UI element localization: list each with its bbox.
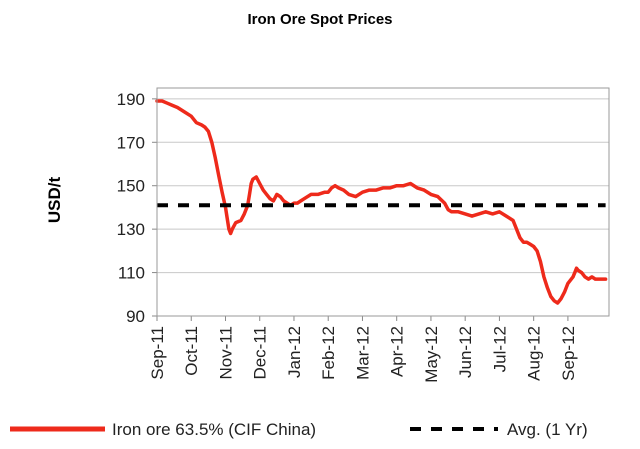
y-tick-label: 170 — [117, 133, 145, 152]
y-tick-label: 90 — [126, 307, 145, 326]
y-tick-label: 130 — [117, 220, 145, 239]
x-tick-label: Sep-11 — [148, 326, 167, 380]
x-tick-label: Feb-12 — [319, 326, 338, 380]
x-tick-label: Nov-11 — [216, 326, 235, 380]
plot-area-frame — [156, 87, 610, 317]
series-line-iron-ore — [155, 99, 608, 305]
y-tick-label: 110 — [118, 264, 145, 283]
x-tick-label: May-12 — [422, 326, 441, 383]
x-tick-label: Aug-12 — [525, 326, 544, 381]
y-axis-label: USD/t — [45, 177, 64, 224]
chart-title: Iron Ore Spot Prices — [247, 11, 392, 28]
legend-label-iron-ore: Iron ore 63.5% (CIF China) — [112, 420, 316, 439]
y-tick-label: 190 — [117, 90, 145, 109]
x-tick-label: Sep-12 — [559, 326, 578, 381]
x-tick-label: Mar-12 — [353, 326, 372, 380]
x-tick-label: Jan-12 — [285, 326, 304, 378]
x-tick-label: Jun-12 — [456, 326, 475, 378]
x-tick-label: Jul-12 — [490, 326, 509, 372]
legend: Iron ore 63.5% (CIF China) Avg. (1 Yr) — [10, 420, 588, 439]
series-lines — [155, 99, 608, 305]
x-tick-label: Apr-12 — [388, 326, 407, 377]
y-tick-label: 150 — [117, 177, 145, 196]
x-tick-label: Dec-11 — [251, 326, 270, 380]
x-tick-label: Oct-11 — [182, 326, 201, 376]
legend-label-average: Avg. (1 Yr) — [507, 420, 588, 439]
x-axis-ticks: Sep-11 Oct-11 Nov-11 Dec-11 Jan-12 Feb-12 Mar-… — [148, 316, 578, 383]
y-axis-ticks: 90 110 130 150 170 190 — [117, 90, 157, 326]
